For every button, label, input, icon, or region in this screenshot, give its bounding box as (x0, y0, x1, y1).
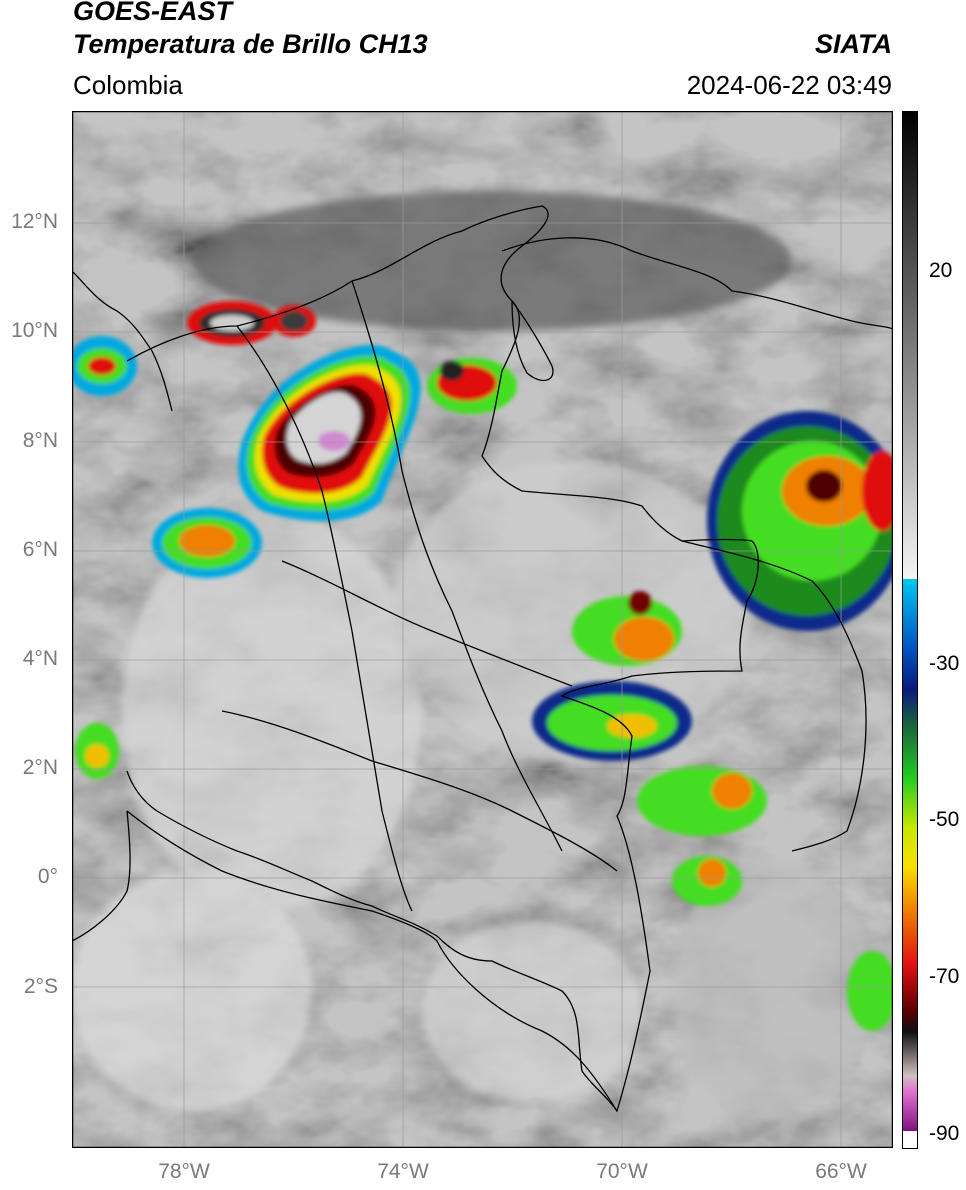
satellite-title: GOES-EAST (73, 0, 233, 26)
lat-label-4n: 4°N (22, 647, 58, 670)
venezuela-brazil (681, 540, 867, 852)
map-frame (72, 111, 893, 1148)
internal-3 (281, 560, 573, 687)
internal-4 (221, 710, 618, 872)
lon-label-78w: 78°W (158, 1160, 210, 1183)
lat-label-2n: 2°N (22, 756, 58, 779)
ecuador-peru (126, 810, 618, 1112)
colombia-border (126, 205, 759, 1113)
colorbar-label-minus50: -50 (929, 808, 960, 831)
lat-label-0: 0° (37, 865, 58, 888)
colorbar (902, 111, 918, 1149)
colorbar-label-minus70: -70 (929, 965, 960, 988)
lon-label-70w: 70°W (596, 1160, 648, 1183)
cell-brazil-east (847, 951, 893, 1031)
convection-cells (72, 301, 893, 1031)
country-borders (72, 205, 893, 1113)
colorbar-label-minus90: -90 (929, 1122, 960, 1145)
internal-1 (236, 325, 413, 912)
lon-label-74w: 74°W (377, 1160, 429, 1183)
satellite-map (72, 111, 893, 1148)
internal-2 (351, 280, 563, 852)
cirrus-areas (72, 191, 872, 1121)
lon-label-66w: 66°W (815, 1160, 867, 1183)
cell-caribbean-magenta (318, 431, 350, 451)
colorbar-label-minus30: -30 (929, 652, 960, 675)
organization-label: SIATA (815, 29, 892, 59)
product-title: Temperatura de Brillo CH13 (73, 29, 428, 59)
panama (72, 270, 173, 412)
colorbar-label-20: 20 (929, 259, 953, 282)
lat-label-2s: 2°S (23, 975, 58, 998)
region-label: Colombia (73, 70, 183, 100)
datetime-label: 2024-06-22 03:49 (686, 70, 892, 100)
venezuela-coast (501, 237, 893, 330)
graticule (72, 111, 893, 1148)
peru-coast (72, 810, 131, 942)
lat-label-12n: 12°N (11, 210, 58, 233)
lat-label-8n: 8°N (22, 429, 58, 452)
lat-label-6n: 6°N (22, 538, 58, 561)
lat-label-10n: 10°N (11, 319, 58, 342)
gulf-maracaibo (511, 300, 554, 382)
